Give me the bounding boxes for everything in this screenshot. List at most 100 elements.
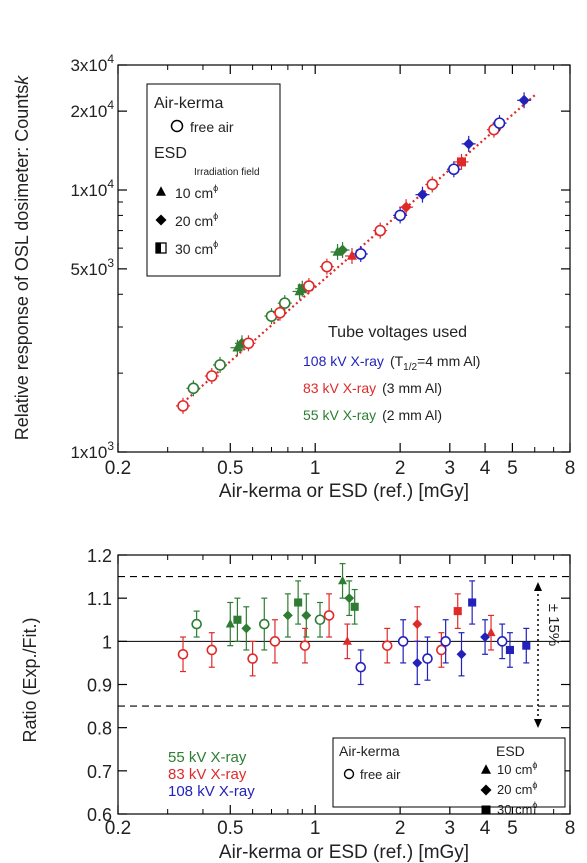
top-data-point <box>205 370 218 382</box>
bottom-data-point <box>505 645 514 655</box>
tube-voltage-item: 108 kV X-ray (T1/2=4 mm Al) <box>303 353 480 373</box>
top-data-point <box>303 280 315 292</box>
bottom-reference-lines <box>118 576 570 707</box>
top-y-axis-label: Relative response of OSL dosimeter: Coun… <box>12 75 32 441</box>
bottom-data-point <box>440 636 451 647</box>
bottom-x-tick-label: 5 <box>507 818 518 839</box>
bottom-legend-marker-square <box>481 805 491 815</box>
bottom-legend-box <box>332 737 566 808</box>
top-data-point <box>321 260 333 273</box>
tube-voltage-list: 108 kV X-ray (T1/2=4 mm Al) 83 kV X-ray (3 … <box>303 353 480 423</box>
top-data-point <box>374 224 387 237</box>
top-data-point <box>177 400 189 412</box>
top-x-tick-label: 2 <box>395 458 406 479</box>
top-data-point <box>187 382 200 395</box>
bottom-data-point <box>381 640 393 651</box>
top-data-point <box>332 246 343 256</box>
bottom-data-point <box>456 649 467 660</box>
bottom-data-point <box>241 623 252 634</box>
top-legend-circle-marker <box>170 119 184 133</box>
top-data-point <box>232 341 243 352</box>
bottom-legend: Air-kerma free air ESD 10 cmϕ 20 cmϕ 30 cm… <box>332 737 566 817</box>
bottom-data-point <box>269 636 281 647</box>
top-data-point <box>242 337 255 350</box>
top-data-point <box>394 209 406 222</box>
top-legend-field-title: Irradiation field <box>194 167 260 178</box>
bottom-legend-field-label: 10 cmϕ <box>497 760 537 777</box>
bottom-x-tick-label: 8 <box>565 818 576 839</box>
bottom-y-axis-label: Ratio (Exp./Fit.) <box>20 617 40 742</box>
bottom-y-tick-label: 0.9 <box>87 676 112 696</box>
bottom-data-point <box>342 636 352 645</box>
top-data-point <box>463 138 475 150</box>
bottom-legend-field-label: 30 cmϕ <box>497 800 537 817</box>
top-y-tick-label: 2x104 <box>70 98 114 121</box>
top-data-points <box>176 92 532 414</box>
top-legend-field-label: 10 cmϕ <box>175 183 218 201</box>
bottom-legend-circle-marker <box>343 768 355 780</box>
bottom-series-label: 55 kV X-ray <box>168 749 247 766</box>
top-x-tick-label: 0.5 <box>217 458 243 479</box>
top-data-point <box>214 359 226 371</box>
band-annotation: ± 15% <box>534 582 562 728</box>
bottom-data-point <box>314 614 326 626</box>
top-legend-marker-half-square <box>155 242 167 254</box>
bottom-data-point <box>496 636 508 647</box>
bottom-data-point <box>323 610 335 621</box>
top-data-point <box>346 250 357 260</box>
bottom-x-axis-label: Air-kerma or ESD (ref.) [mGy] <box>219 842 469 863</box>
bottom-data-point <box>258 618 270 630</box>
bottom-data-point <box>453 607 462 616</box>
top-y-tick-label: 3x104 <box>70 52 114 75</box>
top-data-point <box>400 201 412 213</box>
top-legend-field-label: 30 cmϕ <box>175 239 218 257</box>
bottom-data-point <box>422 653 433 664</box>
top-legend: Air-kerma free air ESD Irradiation field… <box>146 83 281 277</box>
top-x-tick-label: 3 <box>445 458 456 479</box>
band-arrow-head-down <box>534 719 542 728</box>
top-y-tick-label: 1x103 <box>70 439 114 462</box>
top-data-point <box>354 248 367 260</box>
top-x-tick-label: 5 <box>507 458 518 479</box>
top-legend-marker-diamond <box>155 214 167 226</box>
bottom-y-tick-label: 0.8 <box>87 719 112 739</box>
bottom-legend-field-label: 20 cmϕ <box>497 780 537 797</box>
bottom-data-point <box>299 640 311 651</box>
top-legend-esd-title: ESD <box>154 145 187 162</box>
bottom-legend-esd-title: ESD <box>496 743 525 759</box>
top-legend-free-air: free air <box>190 119 234 135</box>
bottom-data-point <box>397 636 409 647</box>
bottom-data-point <box>355 661 367 673</box>
bottom-axis-ticks: 0.2 0.5 1 2 3 4 5 8 0.6 0.7 0.8 0.9 1 1.1 1.2 <box>87 546 575 839</box>
bottom-y-tick-label: 1 <box>102 632 112 652</box>
top-y-tick-label: 5x103 <box>70 256 114 279</box>
top-data-point <box>493 117 506 129</box>
top-data-point <box>518 94 530 106</box>
bottom-data-point <box>233 615 242 624</box>
tube-voltages-title: Tube voltages used <box>328 324 467 341</box>
bottom-data-point <box>301 610 312 621</box>
top-x-axis-label: Air-kerma or ESD (ref.) [mGy] <box>219 481 469 502</box>
bottom-data-point <box>206 644 218 656</box>
top-y-tick-label: 1x104 <box>70 177 114 200</box>
bottom-legend-marker-triangle <box>481 764 491 774</box>
top-data-point <box>337 244 349 256</box>
bottom-y-tick-label: 1.1 <box>87 589 112 609</box>
bottom-y-tick-label: 0.6 <box>87 805 112 825</box>
bottom-series-label: 108 kV X-ray <box>168 783 255 800</box>
bottom-data-point <box>522 641 531 650</box>
band-arrow-head-up <box>534 582 542 591</box>
top-data-point <box>456 157 466 167</box>
bottom-x-tick-label: 0.2 <box>105 818 131 839</box>
top-legend-fields: 10 cmϕ 20 cmϕ 30 cmϕ <box>155 183 218 257</box>
top-x-tick-label: 8 <box>565 458 576 479</box>
top-data-point <box>426 178 439 191</box>
top-x-tick-label: 0.2 <box>105 458 131 479</box>
top-legend-box <box>146 83 281 277</box>
bottom-data-point <box>247 653 258 664</box>
bottom-data-point <box>338 575 348 585</box>
top-data-point <box>297 284 307 294</box>
top-data-point <box>278 297 291 309</box>
top-x-tick-label: 1 <box>310 458 321 479</box>
bottom-data-point <box>468 598 477 607</box>
